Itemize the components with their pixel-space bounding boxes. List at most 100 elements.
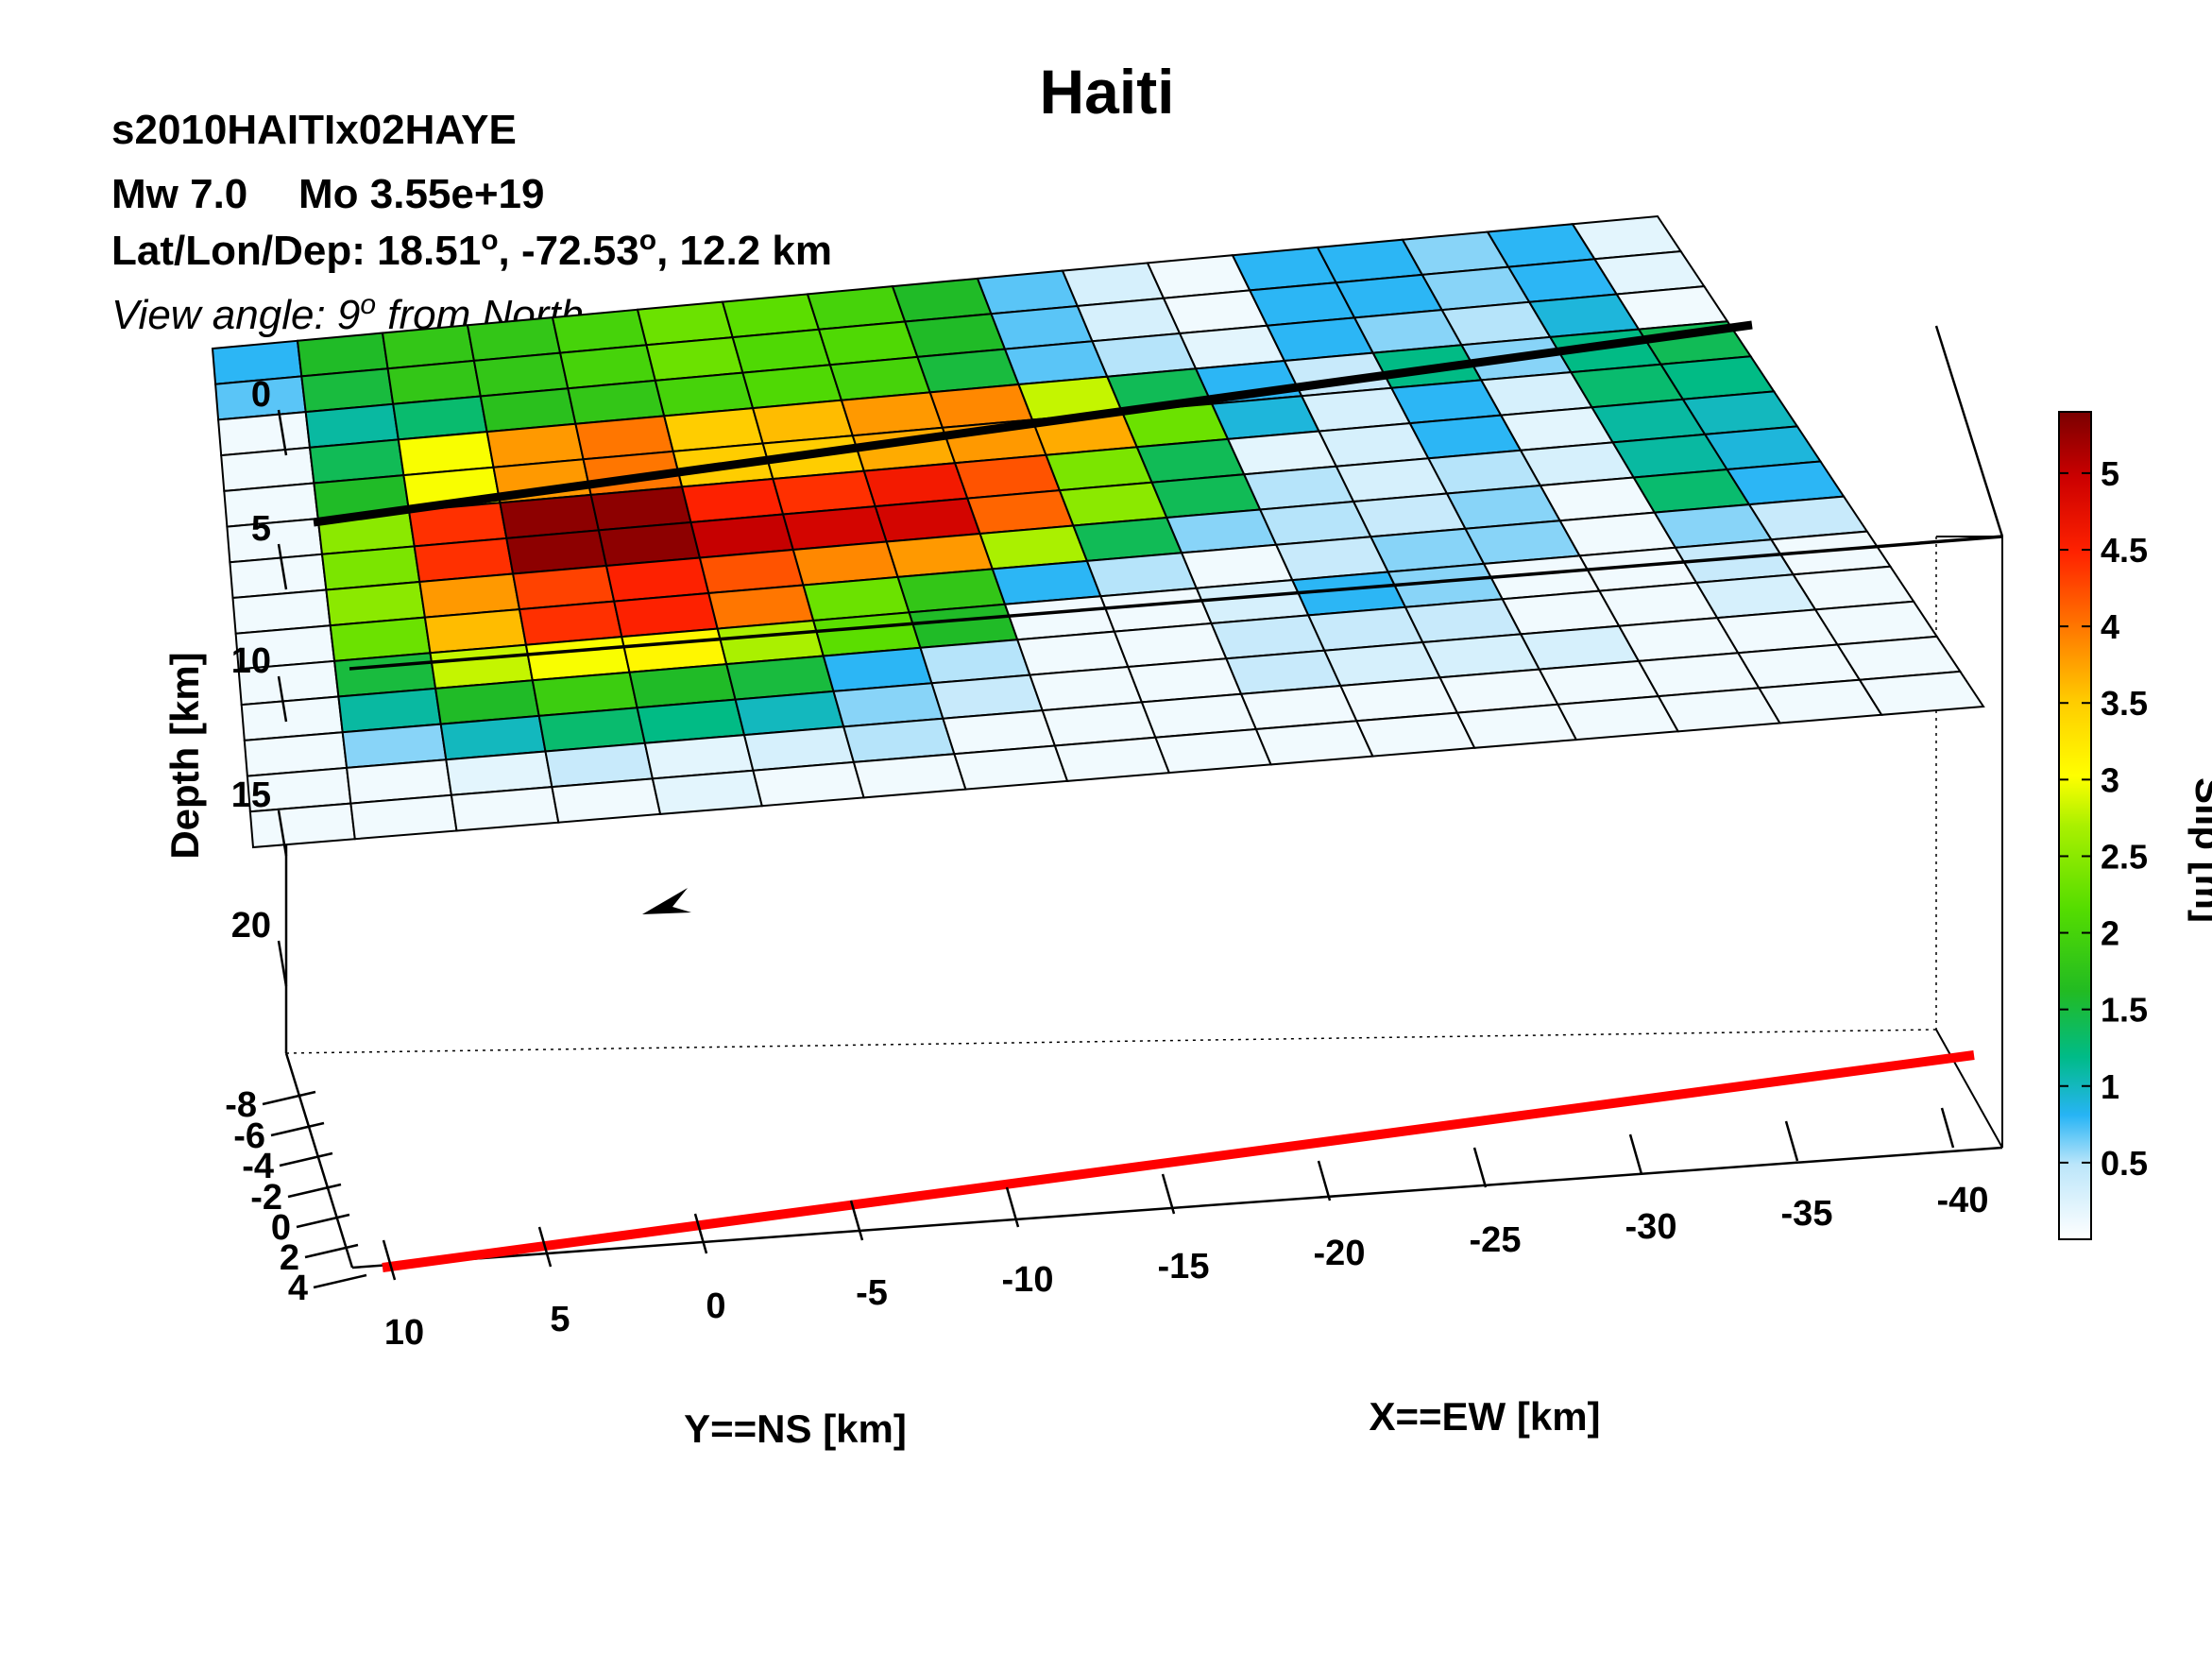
x-tick-label: 0 — [706, 1287, 725, 1326]
depth-tick-mark — [277, 409, 288, 456]
depth-tick-label: 5 — [251, 509, 271, 549]
latlon-prefix: Lat/Lon/Dep: 18.51 — [111, 228, 481, 274]
fault-patch — [852, 753, 967, 799]
colorbar-tick-label: 3.5 — [2101, 684, 2148, 723]
fault-patch — [349, 793, 458, 841]
x-tick-label: -10 — [1002, 1260, 1054, 1300]
x-tick-mark — [693, 1213, 708, 1254]
view-degree-sign: o — [360, 289, 376, 320]
x-tick-label: -5 — [856, 1273, 888, 1313]
x-axis-label: X==EW [km] — [1369, 1394, 1600, 1439]
y-tick-label: 0 — [271, 1208, 291, 1248]
depth-axis: 0 5 10 15 20 — [231, 375, 288, 987]
fault-patch — [1455, 703, 1578, 749]
x-tick-mark — [537, 1226, 553, 1268]
depth-tick-mark — [277, 940, 288, 987]
y-tick-mark — [287, 1183, 342, 1199]
colorbar-tick-label: 5 — [2101, 454, 2119, 493]
fault-patches — [211, 214, 1985, 849]
fault-patch — [1354, 711, 1476, 758]
fault-patch — [1858, 670, 1985, 716]
latlon-suffix: , 12.2 km — [656, 228, 832, 274]
fault-lines — [313, 320, 2003, 1272]
x-tick-label: -15 — [1158, 1247, 1210, 1287]
x-tick-label: -30 — [1625, 1207, 1677, 1247]
x-tick-mark — [1005, 1186, 1020, 1228]
magnitude-mw: Mw 7.0 — [111, 171, 247, 217]
y-tick-label: 4 — [288, 1269, 308, 1308]
x-tick-label: 10 — [384, 1313, 424, 1353]
colorbar-label: Slip [m] — [2187, 777, 2212, 923]
y-tick-mark — [296, 1213, 350, 1229]
fault-patch — [1556, 695, 1680, 741]
x-tick-mark — [382, 1239, 397, 1281]
seismic-moment: Mo 3.55e+19 — [298, 171, 545, 217]
x-tick-label: 5 — [550, 1300, 570, 1339]
degree-sign-2: o — [639, 225, 656, 256]
colorbar-tick-label: 1.5 — [2101, 991, 2148, 1030]
fault-patch — [1153, 727, 1273, 775]
colorbar-tick-label: 1 — [2101, 1067, 2119, 1106]
colorbar: 0.5 1 1.5 2 2.5 3 3.5 4 4.5 5 Slip [m] — [2058, 411, 2212, 1240]
depth-tick-mark — [277, 809, 288, 857]
y-tick-mark — [279, 1151, 333, 1167]
depth-tick-label: 0 — [251, 375, 271, 415]
depth-tick-label: 10 — [231, 641, 271, 681]
view-prefix: View angle: 9 — [111, 292, 360, 338]
y-tick-mark — [313, 1273, 367, 1289]
fault-patch — [651, 769, 764, 815]
colorbar-tick-label: 4 — [2101, 607, 2119, 646]
x-tick-mark — [1628, 1133, 1643, 1175]
y-tick-label: 2 — [280, 1238, 299, 1278]
cross-section-line — [349, 535, 2003, 671]
x-tick-label: -35 — [1781, 1194, 1833, 1234]
y-tick-label: -4 — [242, 1147, 274, 1186]
colorbar-tick-label: 4.5 — [2101, 531, 2148, 570]
fault-patch — [551, 777, 662, 824]
fault-bottom-line — [382, 1050, 1975, 1272]
colorbar-gradient — [2058, 411, 2092, 1240]
x-tick-label: -25 — [1470, 1220, 1522, 1260]
x-tick-mark — [1940, 1107, 1955, 1149]
fault-patch — [1254, 720, 1374, 766]
x-tick-mark — [1161, 1173, 1176, 1215]
fault-patch — [953, 744, 1069, 791]
surface-trace-line — [313, 320, 1753, 527]
x-tick-mark — [1784, 1120, 1799, 1162]
x-tick-label: -40 — [1937, 1181, 1989, 1220]
hypocenter-location: Lat/Lon/Dep: 18.51o, -72.53o, 12.2 km — [111, 225, 832, 274]
colorbar-tick-label: 0.5 — [2101, 1144, 2148, 1183]
y-tick-label: -2 — [250, 1178, 282, 1218]
x-tick-label: -20 — [1314, 1234, 1366, 1273]
depth-tick-label: 20 — [231, 906, 271, 946]
colorbar-tick-label: 2 — [2101, 914, 2119, 953]
depth-axis-label: Depth [km] — [162, 652, 207, 859]
figure-title: Haiti — [1039, 57, 1174, 127]
colorbar-tick-label: 2.5 — [2101, 837, 2148, 876]
hypocenter-marker — [642, 888, 691, 914]
x-tick-mark — [849, 1200, 864, 1241]
y-tick-label: -8 — [225, 1085, 257, 1125]
depth-tick-label: 15 — [231, 775, 271, 815]
y-tick-label: -6 — [233, 1116, 265, 1156]
fault-patch — [1657, 687, 1782, 733]
depth-tick-mark — [277, 675, 288, 723]
y-tick-mark — [270, 1121, 325, 1137]
x-tick-mark — [1472, 1147, 1488, 1188]
model-id: s2010HAITIx02HAYE — [111, 107, 517, 153]
fault-patch — [1053, 736, 1171, 782]
degree-sign-1: o — [481, 225, 498, 256]
latlon-mid: , -72.53 — [499, 228, 639, 274]
x-tick-mark — [1317, 1160, 1332, 1201]
fault-patch — [752, 760, 865, 808]
depth-tick-mark — [277, 543, 288, 590]
fault-patch — [450, 786, 560, 832]
colorbar-ticks: 0.5 1 1.5 2 2.5 3 3.5 4 4.5 5 — [2059, 454, 2148, 1183]
y-tick-mark — [304, 1243, 359, 1259]
colorbar-tick-label: 3 — [2101, 760, 2119, 799]
x-axis: 10 5 0 -5 -10 -15 -20 -25 -30 -35 -40 — [382, 1107, 1989, 1353]
y-tick-mark — [262, 1090, 316, 1106]
y-axis-label: Y==NS [km] — [684, 1406, 907, 1451]
